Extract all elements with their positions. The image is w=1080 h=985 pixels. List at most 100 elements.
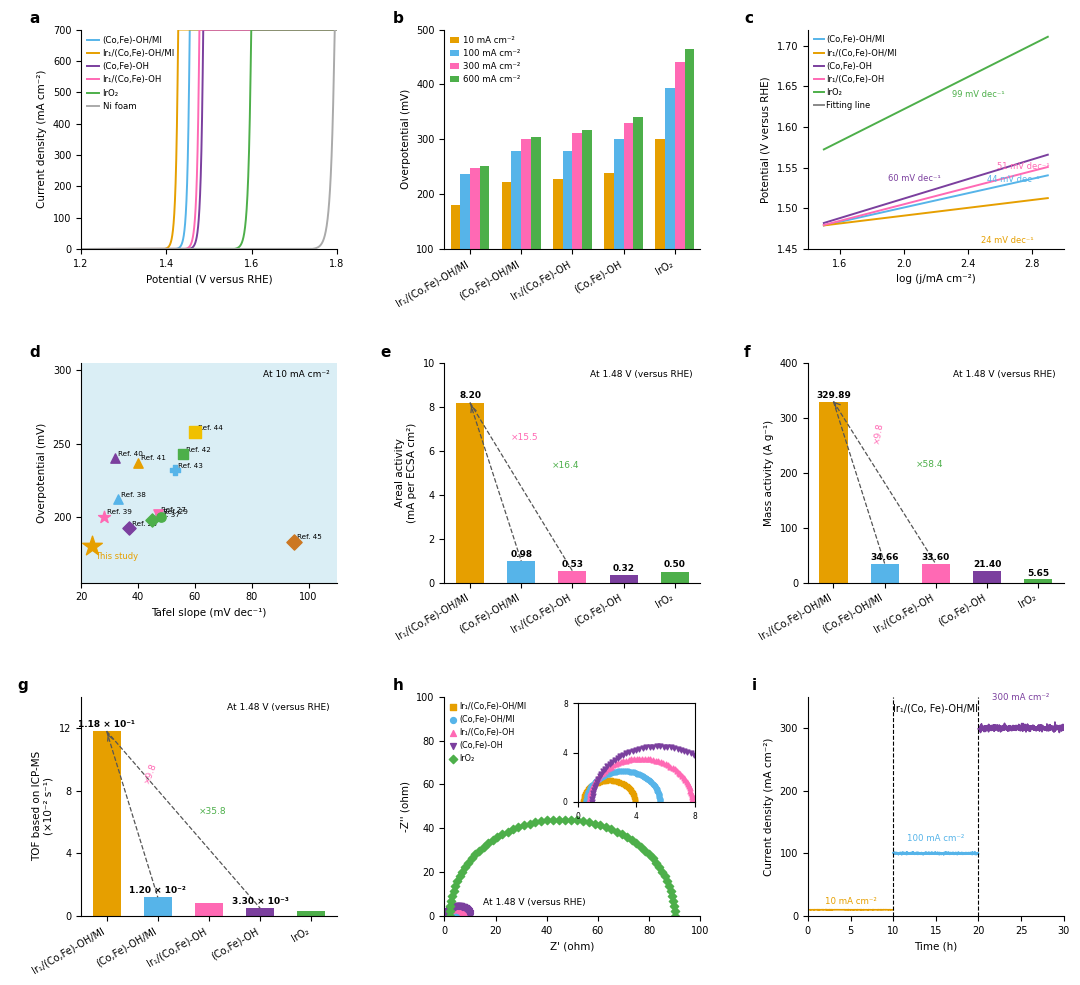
(Co,Fe)-OH [456,899,473,915]
(Co,Fe)-OH [443,900,460,916]
(Co,Fe)-OH [442,901,459,917]
Ir₁/(Co,Fe)-OH/MI [445,906,462,922]
Ir₁/(Co,Fe)-OH [456,907,473,923]
Bar [144,897,172,916]
Ir₁/(Co,Fe)-OH/MI [445,906,462,922]
(Co,Fe)-OH [438,906,456,922]
Legend: Ir₁/(Co,Fe)-OH/MI, (Co,Fe)-OH/MI, Ir₁/(Co,Fe)-OH, (Co,Fe)-OH, IrO₂: Ir₁/(Co,Fe)-OH/MI, (Co,Fe)-OH/MI, Ir₁/(C… [448,700,528,765]
Ir₁/(Co,Fe)-OH/MI [445,906,462,922]
Point [107,450,124,466]
Text: 51 mV dec⁻¹: 51 mV dec⁻¹ [997,162,1050,170]
(Co,Fe)-OH [826,215,839,227]
Ir₁/(Co,Fe)-OH [442,901,459,917]
(Co,Fe)-OH/MI [332,24,345,35]
Bar [870,563,899,582]
Line: Ir₁/(Co,Fe)-OH/MI: Ir₁/(Co,Fe)-OH/MI [81,30,346,249]
Ir₁/(Co,Fe)-OH [831,216,843,228]
(Co,Fe)-OH [438,905,456,921]
IrO₂ [597,820,615,835]
Ir₁/(Co,Fe)-OH/MI [440,904,457,920]
(Co,Fe)-OH/MI [449,906,467,922]
Text: Ir₁/(Co, Fe)-OH/MI: Ir₁/(Co, Fe)-OH/MI [893,703,978,713]
Ir₁/(Co,Fe)-OH/MI [444,905,461,921]
X-axis label: Tafel slope (mV dec⁻¹): Tafel slope (mV dec⁻¹) [151,608,267,618]
Ir₁/(Co,Fe)-OH [197,24,210,35]
X-axis label: Potential (V versus RHE): Potential (V versus RHE) [146,274,272,285]
Line: IrO₂: IrO₂ [824,36,1048,150]
(Co,Fe)-OH/MI [332,24,345,35]
IrO₂ [831,137,843,149]
Point [152,509,170,525]
(Co,Fe)-OH/MI [448,904,465,920]
Text: Ref. 42: Ref. 42 [186,446,211,452]
Ir₁/(Co,Fe)-OH/MI [1041,192,1054,204]
(Co,Fe)-OH [445,899,462,915]
(Co,Fe)-OH/MI [449,905,467,921]
IrO₂ [665,898,683,914]
(Co,Fe)-OH/MI [1030,172,1043,184]
Line: (Co,Fe)-OH: (Co,Fe)-OH [824,155,1048,223]
Text: d: d [30,345,41,360]
IrO₂ [544,812,562,827]
(Co,Fe)-OH [454,899,471,915]
(Co,Fe)-OH [438,908,456,924]
Ir₁/(Co,Fe)-OH/MI [445,906,462,922]
IrO₂ [640,846,658,862]
(Co,Fe)-OH [461,906,478,922]
(Co,Fe)-OH/MI [87,243,100,255]
IrO₂ [664,892,681,908]
Ir₁/(Co,Fe)-OH [438,907,456,923]
Ir₁/(Co,Fe)-OH/MI [444,905,461,921]
(Co,Fe)-OH [438,905,456,921]
Ir₁/(Co,Fe)-OH/MI [172,24,185,35]
IrO₂ [475,839,492,855]
(Co,Fe)-OH/MI [440,903,457,919]
IrO₂ [332,24,345,35]
IrO₂ [1022,40,1035,52]
IrO₂ [510,820,527,835]
Ir₁/(Co,Fe)-OH/MI [442,904,459,920]
Ir₁/(Co,Fe)-OH/MI [438,905,456,921]
Point [95,509,112,525]
Ir₁/(Co,Fe)-OH/MI [438,905,456,921]
(Co,Fe)-OH [455,899,472,915]
Bar [572,133,582,303]
(Co,Fe)-OH/MI [440,904,457,920]
Text: Ref. 39: Ref. 39 [107,509,132,515]
(Co,Fe)-OH [450,898,468,914]
(Co,Fe)-OH/MI [443,902,460,918]
Text: ×58.4: ×58.4 [916,460,943,469]
Text: e: e [380,345,391,360]
IrO₂ [556,812,573,827]
Ir₁/(Co,Fe)-OH/MI [283,24,296,35]
(Co,Fe)-OH [443,900,460,916]
(Co,Fe)-OH/MI [442,903,459,919]
IrO₂ [644,851,661,867]
(Co,Fe)-OH/MI [450,907,468,923]
Bar [609,575,637,582]
Point [285,534,302,550]
(Co,Fe)-OH/MI [449,905,467,921]
(Co,Fe)-OH [438,907,456,923]
Ir₁/(Co,Fe)-OH/MI [446,907,463,923]
(Co,Fe)-OH [444,899,461,915]
(Co,Fe)-OH [459,902,476,918]
(Co,Fe)-OH/MI [437,908,455,924]
Ir₁/(Co,Fe)-OH [339,24,352,35]
Ir₁/(Co,Fe)-OH [441,902,458,918]
Text: 34.66: 34.66 [870,553,899,561]
Ir₁/(Co,Fe)-OH [455,905,472,921]
IrO₂ [539,813,556,828]
Ni foam [75,243,87,255]
(Co,Fe)-OH/MI [440,904,457,920]
(Co,Fe)-OH/MI [1041,169,1054,181]
(Co,Fe)-OH [283,24,296,35]
Ir₁/(Co,Fe)-OH/MI [443,904,460,920]
Ir₁/(Co,Fe)-OH [440,904,457,920]
Ir₁/(Co,Fe)-OH [203,24,216,35]
Y-axis label: Mass activity (A g⁻¹): Mass activity (A g⁻¹) [764,420,774,526]
Ir₁/(Co,Fe)-OH [443,901,460,917]
Ir₁/(Co,Fe)-OH/MI [818,220,831,231]
Text: At 1.48 V (versus RHE): At 1.48 V (versus RHE) [590,369,692,378]
Line: IrO₂: IrO₂ [81,30,346,249]
